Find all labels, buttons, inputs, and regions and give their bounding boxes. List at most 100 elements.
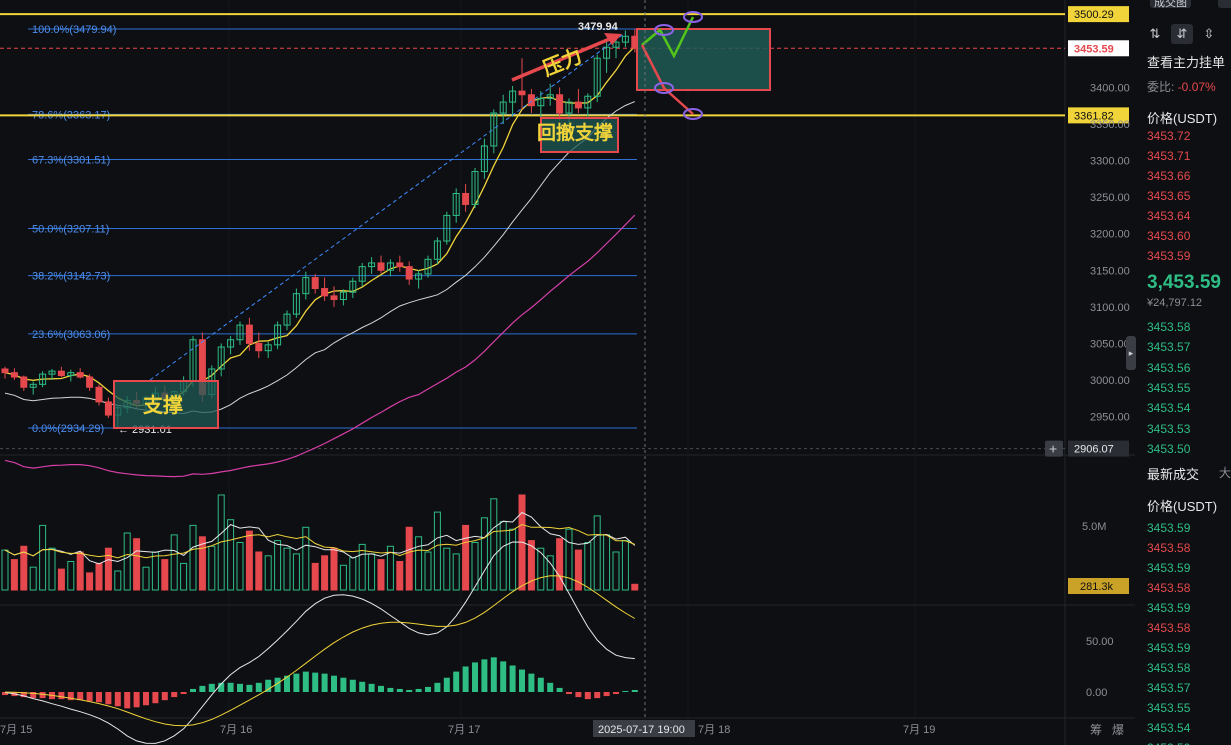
tab-trade-chart[interactable]: 成交图 [1150, 0, 1191, 9]
volume-bar [415, 536, 423, 591]
candle-body [227, 339, 235, 348]
price-tick-label: 3000.00 [1090, 375, 1130, 387]
order-book-panel: 成交图 ⇅ ⇵ ⇳ 查看主力挂单 委比: -0.07% 价格(USDT) 345… [1138, 0, 1231, 745]
oscillator-bar [321, 673, 328, 692]
oscillator-bar [227, 682, 234, 692]
ask-row[interactable]: 3453.59 [1147, 249, 1191, 263]
time-tick-label: 7月 17 [448, 724, 480, 736]
oscillator-bar [490, 657, 497, 692]
key-level-tag [1068, 107, 1129, 124]
candle-body [584, 95, 592, 109]
volume-bar [114, 570, 122, 591]
candle-body [490, 112, 498, 147]
oscillator-bar [584, 692, 591, 700]
layout-asks-icon[interactable]: ⇳ [1203, 26, 1215, 41]
oscillator-bar [443, 677, 450, 692]
volume-bar [490, 498, 498, 591]
volume-bar [509, 528, 517, 591]
path-node-marker [654, 24, 674, 36]
oscillator-bar [152, 692, 159, 704]
trend-dashed-line [149, 32, 626, 381]
oscillator-tick-label: 50.00 [1086, 636, 1114, 648]
kline-chart[interactable]: 100.0%(3479.94)78.6%(3363.17)67.3%(3301.… [0, 0, 1135, 745]
latest-trades-title[interactable]: 最新成交 [1147, 467, 1200, 482]
bid-row[interactable]: 3453.53 [1147, 421, 1191, 436]
fib-level-label: 0.0%(2934.29) [32, 423, 104, 435]
layout-bids-icon[interactable]: ⇵ [1171, 24, 1193, 44]
ma-slow-line [4, 214, 636, 478]
oscillator-bar [378, 685, 384, 692]
bid-row[interactable]: 3453.57 [1147, 340, 1191, 355]
candle-body [546, 94, 554, 99]
tab-more[interactable] [1218, 0, 1231, 8]
volume-bar [565, 528, 573, 591]
trade-row: 3453.59 [1147, 641, 1191, 655]
oscillator-bar [171, 692, 178, 698]
candle-body [396, 262, 404, 268]
candle-body [377, 262, 385, 271]
trade-row: 3453.57 [1147, 681, 1191, 695]
large-trades-tab[interactable]: 大 [1219, 466, 1231, 480]
bid-row[interactable]: 3453.58 [1147, 320, 1191, 334]
volume-bar [574, 549, 582, 591]
oscillator-bar [133, 692, 140, 708]
candle-body [358, 266, 366, 282]
oscillator-bar [30, 692, 37, 699]
oscillator-bar [265, 679, 272, 692]
last-price-value: 3453.59 [1074, 43, 1114, 55]
candle-body [274, 324, 282, 346]
volume-bar [612, 551, 620, 591]
bid-row[interactable]: 3453.50 [1147, 441, 1191, 456]
ask-row[interactable]: 3453.65 [1147, 189, 1191, 203]
ask-row[interactable]: 3453.66 [1147, 169, 1191, 183]
crosshair-time-value: 2025-07-17 19:00 [598, 724, 685, 736]
volume-bar [142, 566, 150, 591]
candle-body [86, 376, 94, 388]
volume-bar [245, 530, 253, 591]
oscillator-bar [434, 682, 441, 692]
volume-bar [321, 555, 329, 591]
bid-row[interactable]: 3453.55 [1147, 380, 1191, 395]
collapse-panel-button[interactable]: ▸ [1126, 336, 1136, 370]
path-node-marker [683, 11, 703, 23]
candle-body [471, 171, 479, 205]
oscillator-bar [528, 673, 535, 692]
volume-bar [67, 561, 75, 591]
fib-level-label: 50.0%(3207.11) [32, 224, 109, 236]
candle-body [424, 258, 432, 275]
oscillator-bar [124, 692, 131, 709]
time-tick-label: 7月 15 [0, 724, 32, 736]
bid-row[interactable]: 3453.54 [1147, 401, 1191, 416]
volume-bar [433, 511, 441, 591]
ask-row[interactable]: 3453.72 [1147, 129, 1191, 143]
volume-bar [480, 517, 488, 591]
time-tick-label: 7月 18 [698, 724, 730, 736]
candle-body [311, 277, 319, 290]
view-main-orders[interactable]: 查看主力挂单 [1147, 55, 1226, 70]
last-price: 3,453.59 [1147, 272, 1221, 293]
trade-row: 3453.58 [1147, 661, 1191, 675]
ask-row[interactable]: 3453.64 [1147, 209, 1191, 223]
volume-bar [95, 562, 103, 591]
path-node-marker [654, 82, 674, 94]
volume-bar [180, 562, 188, 591]
bid-row[interactable]: 3453.56 [1147, 360, 1191, 375]
oscillator-bar [58, 692, 65, 700]
candle-body [245, 324, 253, 344]
layout-both-icon[interactable]: ⇅ [1149, 26, 1161, 41]
ask-row[interactable]: 3453.71 [1147, 149, 1191, 163]
horizontal-levels[interactable]: 3500.29 3453.59 3361.82 + 2906.07 [0, 6, 1129, 457]
candle-body [48, 370, 56, 375]
volume-bar [255, 551, 263, 591]
resistance-arrow [511, 36, 613, 82]
ask-row[interactable]: 3453.60 [1147, 229, 1191, 243]
candle-body [565, 101, 573, 114]
fib-level-label: 67.3%(3301.51) [32, 154, 110, 166]
volume-bar [76, 551, 84, 591]
oscillator-bar [613, 692, 619, 695]
candle-body [95, 386, 103, 403]
candle-body [20, 376, 28, 388]
oscillator-bar [481, 659, 488, 692]
candle-body [10, 372, 18, 378]
chart-background [0, 0, 1135, 745]
